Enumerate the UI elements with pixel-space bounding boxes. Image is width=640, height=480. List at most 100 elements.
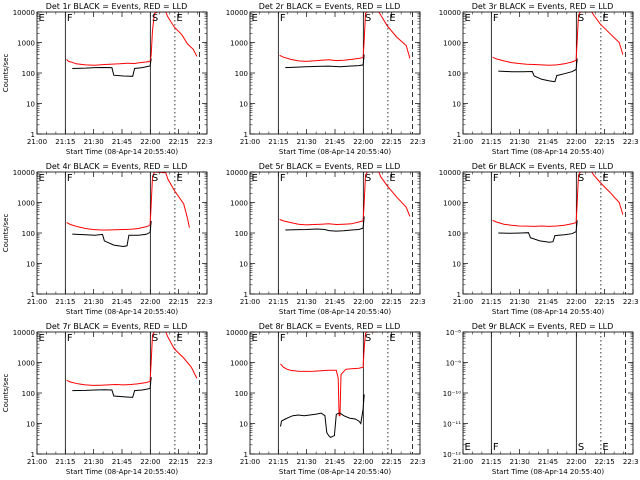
y-tick-label: 1 [31,291,35,299]
y-tick-label: 10000 [226,9,248,17]
event-marker-label: E [39,173,45,184]
detector-panel-5: Det 5r BLACK = Events, RED = LLD 1 10 100 10… [226,162,426,316]
event-marker-label: E [465,173,471,184]
event-marker-label: F [67,333,73,344]
x-axis-label: Start Time (08-Apr-14 20:55:40) [279,308,391,316]
plot-frame [36,11,208,135]
event-marker-label: F [67,13,73,24]
panel-title: Det 7r BLACK = Events, RED = LLD [46,322,188,331]
event-marker-label: E [252,173,258,184]
x-tick-label: 21:30 [510,138,530,146]
x-axis-label: Start Time (08-Apr-14 20:55:40) [66,308,178,316]
event-marker-label: S [578,442,584,453]
x-tick-label: 21:00 [27,298,47,306]
series-events [285,216,365,232]
x-tick-label: 22:15 [169,298,189,306]
event-marker-label: E [176,13,182,24]
x-tick-label: 22:00 [566,138,586,146]
x-tick-label: 21:15 [481,138,501,146]
event-marker-label: E [389,13,395,24]
panel-title: Det 5r BLACK = Events, RED = LLD [259,162,401,171]
x-tick-label: 21:15 [268,298,288,306]
x-axis-label: Start Time (08-Apr-14 20:55:40) [66,148,178,156]
y-tick-label: 100 [235,230,248,238]
x-tick-label: 22:00 [140,138,160,146]
detector-panel-4: Det 4r BLACK = Events, RED = LLD 1 10 100 10… [2,162,213,316]
y-tick-label: 10000 [226,169,248,177]
x-tick-label: 21:00 [27,138,47,146]
series-events [280,394,365,438]
x-tick-label: 21:00 [240,458,260,466]
x-tick-label: 22:15 [382,138,402,146]
plot-frame [462,11,634,135]
y-tick-label: 10 [26,421,35,429]
x-tick-label: 22:00 [566,298,586,306]
x-axis-label: Start Time (08-Apr-14 20:55:40) [66,468,178,476]
x-tick-label: 22:30 [410,138,426,146]
x-tick-label: 21:30 [297,458,317,466]
x-tick-label: 21:30 [84,458,104,466]
y-tick-label: 1 [457,131,461,139]
y-tick-label: 10 [239,101,248,109]
x-tick-label: 21:30 [297,298,317,306]
x-axis-label: Start Time (08-Apr-14 20:55:40) [279,468,391,476]
x-tick-label: 22:15 [595,458,615,466]
panel-title: Det 2r BLACK = Events, RED = LLD [259,2,401,11]
plot-frame [462,331,634,455]
event-marker-label: E [389,333,395,344]
x-tick-label: 22:30 [197,298,213,306]
x-tick-label: 22:30 [623,138,639,146]
x-tick-label: 21:15 [55,298,75,306]
event-marker-label: F [493,173,499,184]
event-marker-label: E [602,442,608,453]
x-axis-label: Start Time (08-Apr-14 20:55:40) [279,148,391,156]
y-tick-label: 10 [26,261,35,269]
x-tick-label: 21:30 [510,458,530,466]
event-marker-label: F [493,442,499,453]
event-marker-label: F [280,173,286,184]
plot-frame [249,331,421,455]
y-axis-label: Counts/sec [2,54,10,93]
y-tick-label: 10 [26,101,35,109]
panel-title: Det 4r BLACK = Events, RED = LLD [46,162,188,171]
event-marker-label: E [39,13,45,24]
detector-panel-7: Det 7r BLACK = Events, RED = LLD 1 10 100 10… [2,322,213,476]
detector-panel-9: Det 9r BLACK = Events, RED = LLD 10⁻¹² 10⁻… [443,322,639,476]
detector-panel-2: Det 2r BLACK = Events, RED = LLD 1 10 100 10… [226,2,426,156]
event-marker-label: F [493,13,499,24]
x-tick-label: 21:45 [325,138,345,146]
y-tick-label: 10⁻⁹ [446,360,462,368]
y-tick-label: 100 [235,70,248,78]
x-axis-label: Start Time (08-Apr-14 20:55:40) [492,308,604,316]
x-tick-label: 21:45 [325,298,345,306]
panel-title: Det 6r BLACK = Events, RED = LLD [472,162,614,171]
x-tick-label: 21:00 [240,138,260,146]
y-axis-label: Counts/sec [2,214,10,253]
panel-title: Det 3r BLACK = Events, RED = LLD [472,2,614,11]
y-tick-label: 100 [448,230,461,238]
x-tick-label: 22:15 [382,458,402,466]
x-tick-label: 22:15 [382,298,402,306]
series-lld [280,332,378,417]
y-tick-label: 1000 [230,200,248,208]
y-tick-label: 1000 [230,360,248,368]
x-tick-label: 21:15 [481,298,501,306]
plot-frame [249,171,421,295]
event-marker-label: S [365,173,371,184]
event-marker-label: E [389,173,395,184]
detector-panel-6: Det 6r BLACK = Events, RED = LLD 1 10 100 10… [439,162,639,316]
event-marker-label: F [67,173,73,184]
event-marker-label: S [578,173,584,184]
y-tick-label: 10 [452,101,461,109]
event-marker-label: E [252,333,258,344]
x-tick-label: 21:45 [538,138,558,146]
x-tick-label: 21:45 [112,458,132,466]
y-tick-label: 1 [457,291,461,299]
x-tick-label: 21:15 [268,138,288,146]
x-tick-label: 22:15 [595,298,615,306]
event-marker-label: S [365,333,371,344]
y-tick-label: 10000 [439,169,461,177]
y-tick-label: 10000 [226,329,248,337]
x-tick-label: 21:00 [453,298,473,306]
y-tick-label: 100 [22,390,35,398]
